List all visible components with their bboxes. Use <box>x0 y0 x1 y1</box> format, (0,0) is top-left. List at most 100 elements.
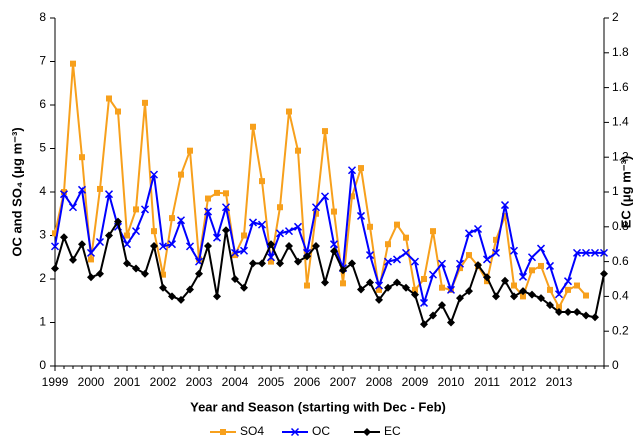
data-point <box>86 248 96 257</box>
data-point <box>419 298 429 307</box>
data-point <box>509 246 519 255</box>
data-point <box>527 253 537 262</box>
data-point <box>205 195 211 202</box>
data-point <box>60 233 68 242</box>
data-point <box>277 204 283 211</box>
data-point <box>366 278 374 287</box>
data-point <box>294 257 302 266</box>
data-point <box>340 280 346 287</box>
data-point <box>142 99 148 106</box>
data-point <box>347 166 357 175</box>
data-point <box>546 301 554 310</box>
data-point <box>185 242 195 251</box>
data-point <box>105 231 113 240</box>
data-point <box>583 292 589 299</box>
data-point <box>410 257 420 266</box>
data-point <box>582 311 590 320</box>
x-tick-label: 1999 <box>42 375 69 389</box>
data-point <box>574 282 580 289</box>
data-point <box>249 259 257 268</box>
data-point <box>392 255 402 264</box>
data-point <box>214 189 220 196</box>
data-point <box>250 123 256 130</box>
data-point <box>511 282 517 289</box>
data-point <box>286 108 292 115</box>
data-point <box>177 295 185 304</box>
x-tick-label: 2006 <box>294 375 321 389</box>
data-point <box>160 271 166 278</box>
y2-tick-label: 1.8 <box>612 45 629 59</box>
data-point <box>267 240 275 249</box>
data-point <box>87 273 95 282</box>
y2-tick-label: 2 <box>612 10 619 24</box>
data-point <box>304 282 310 289</box>
x-tick-label: 2002 <box>150 375 177 389</box>
data-point <box>150 241 158 250</box>
data-point <box>394 221 400 228</box>
x-tick-label: 2007 <box>330 375 357 389</box>
y2-tick-label: 1.2 <box>612 149 629 163</box>
data-point <box>564 308 572 317</box>
data-point <box>275 229 285 238</box>
data-point <box>348 259 356 268</box>
data-point <box>329 240 339 249</box>
data-point <box>339 266 347 275</box>
data-point <box>149 170 159 179</box>
x-tick-label: 2008 <box>366 375 393 389</box>
data-point <box>376 286 382 293</box>
data-point <box>141 269 149 278</box>
data-point <box>428 270 438 279</box>
data-point <box>276 259 284 268</box>
data-point <box>97 185 103 192</box>
data-point <box>232 252 238 259</box>
data-point <box>402 283 410 292</box>
data-point <box>536 244 546 253</box>
data-point <box>528 290 536 299</box>
data-point <box>518 272 528 281</box>
data-point <box>600 269 608 278</box>
data-point <box>123 259 131 268</box>
data-point <box>412 286 418 293</box>
data-point <box>241 232 247 239</box>
y2-tick-label: 1.6 <box>612 80 629 94</box>
data-point <box>88 256 94 263</box>
y2-tick-label: 0 <box>612 358 619 372</box>
data-point <box>581 248 591 257</box>
data-point <box>367 223 373 230</box>
data-point <box>50 242 60 251</box>
y-tick-label: 0 <box>39 358 46 372</box>
data-point <box>131 227 141 236</box>
data-point <box>591 313 599 322</box>
legend-marker <box>290 427 300 437</box>
data-point <box>482 255 492 264</box>
data-point <box>401 248 411 257</box>
data-point <box>212 233 222 242</box>
legend-label: OC <box>312 424 330 438</box>
data-point <box>259 178 265 185</box>
data-point <box>96 269 104 278</box>
data-point <box>266 253 276 262</box>
data-point <box>223 190 229 197</box>
data-point <box>158 242 168 251</box>
data-point <box>167 240 177 249</box>
y2-tick-label: 1.4 <box>612 115 629 129</box>
data-point <box>213 292 221 301</box>
data-point <box>520 293 526 300</box>
series-line <box>54 170 604 307</box>
y2-tick-label: 0.6 <box>612 254 629 268</box>
y-tick-label: 1 <box>39 315 46 329</box>
data-point <box>563 277 573 286</box>
data-point <box>186 285 194 294</box>
data-point <box>122 240 132 249</box>
data-point <box>133 206 139 213</box>
data-point <box>455 259 465 268</box>
data-point <box>500 201 510 210</box>
data-point <box>61 189 67 195</box>
data-point <box>447 318 455 327</box>
data-point <box>547 286 553 293</box>
data-point <box>437 259 447 268</box>
data-point <box>69 255 77 264</box>
data-point <box>70 60 76 67</box>
data-point <box>268 258 274 265</box>
